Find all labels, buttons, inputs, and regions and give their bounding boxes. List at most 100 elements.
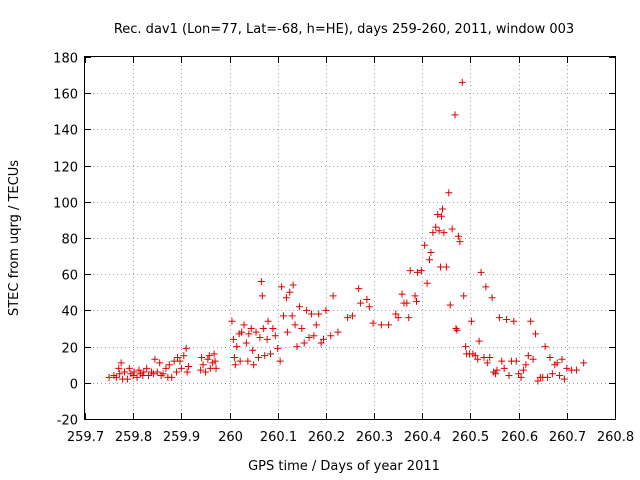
data-point (357, 299, 365, 307)
x-tick-label: 260.3 (356, 430, 393, 445)
data-point (276, 357, 284, 365)
data-point (426, 256, 433, 264)
data-point (498, 357, 506, 365)
data-point (440, 229, 448, 237)
data-point (116, 370, 124, 378)
data-point (165, 361, 173, 369)
data-point (112, 373, 120, 381)
axis-ticks (85, 57, 616, 420)
data-point (421, 241, 429, 249)
data-point (377, 321, 385, 329)
data-point (210, 350, 218, 358)
data-point (140, 368, 148, 376)
data-point (198, 353, 206, 361)
data-point (532, 330, 539, 338)
data-point (385, 321, 393, 329)
data-point (153, 368, 161, 376)
data-point (460, 292, 468, 300)
data-point (185, 363, 193, 371)
data-point (423, 279, 431, 287)
data-point (280, 312, 288, 320)
data-point (177, 364, 185, 372)
data-point (446, 301, 454, 309)
data-point (283, 328, 291, 336)
data-point (452, 325, 460, 332)
data-point (212, 364, 220, 372)
data-point (451, 111, 459, 119)
data-point (320, 335, 327, 343)
data-point (159, 370, 167, 378)
data-point (256, 334, 264, 342)
data-point (257, 277, 265, 285)
data-point (434, 210, 442, 218)
data-point (394, 314, 402, 322)
data-point (439, 205, 447, 213)
data-point (534, 377, 542, 385)
data-point (162, 364, 170, 372)
data-point (133, 373, 141, 381)
x-tick-label: 260.7 (549, 430, 586, 445)
y-tick-label: 100 (53, 197, 78, 212)
data-point (503, 315, 511, 323)
data-point (307, 310, 315, 318)
data-point (475, 337, 483, 345)
data-point (295, 303, 303, 311)
data-point (274, 344, 282, 352)
data-point (149, 370, 157, 378)
data-point (392, 310, 400, 318)
data-point (556, 372, 564, 380)
x-tick-label: 260.1 (260, 430, 297, 445)
data-point (258, 292, 266, 300)
data-point (156, 359, 164, 367)
plot-frame (84, 56, 616, 420)
data-point (406, 267, 414, 275)
data-point (442, 263, 450, 271)
data-point (130, 368, 138, 376)
data-point (300, 339, 308, 347)
data-point (398, 290, 406, 298)
y-tick-label: 180 (53, 52, 78, 67)
data-point (505, 372, 513, 380)
data-point (490, 368, 498, 376)
chart-title: Rec. dav1 (Lon=77, Lat=-68, h=HE), days … (114, 22, 574, 37)
y-tick-label: 20 (61, 342, 78, 357)
data-point (527, 317, 535, 325)
data-point (363, 296, 371, 304)
data-point (563, 364, 571, 372)
data-point (510, 317, 518, 325)
data-point (317, 339, 325, 347)
data-point (252, 328, 260, 336)
data-point (233, 343, 241, 351)
data-point (453, 326, 461, 334)
data-point (495, 314, 503, 322)
data-point (254, 353, 262, 361)
y-tick-labels: -20 0 20 40 60 80 100 120 140 160 180 (53, 52, 78, 429)
data-point (493, 366, 501, 374)
data-point (560, 375, 568, 383)
data-point (263, 335, 271, 343)
data-point (293, 343, 301, 351)
x-tick-label: 260.2 (308, 430, 345, 445)
y-tick-label: 0 (70, 378, 78, 393)
x-tick-label: 259.7 (67, 430, 104, 445)
data-point (282, 294, 290, 302)
x-tick-label: 259.9 (163, 430, 200, 445)
data-point (129, 372, 137, 380)
data-point (365, 303, 373, 311)
data-point (546, 353, 554, 361)
data-point (242, 339, 250, 347)
data-point (348, 312, 356, 320)
data-point (174, 353, 182, 361)
data-point (230, 353, 238, 361)
x-tick-label: 260.4 (404, 430, 441, 445)
data-point (121, 368, 129, 376)
data-point (454, 232, 462, 240)
data-point (199, 361, 207, 369)
data-point (249, 346, 257, 354)
data-point (417, 267, 425, 275)
data-point (515, 370, 523, 378)
data-point (312, 321, 320, 329)
data-point (412, 297, 420, 305)
data-point (438, 212, 446, 220)
data-point (204, 355, 212, 363)
